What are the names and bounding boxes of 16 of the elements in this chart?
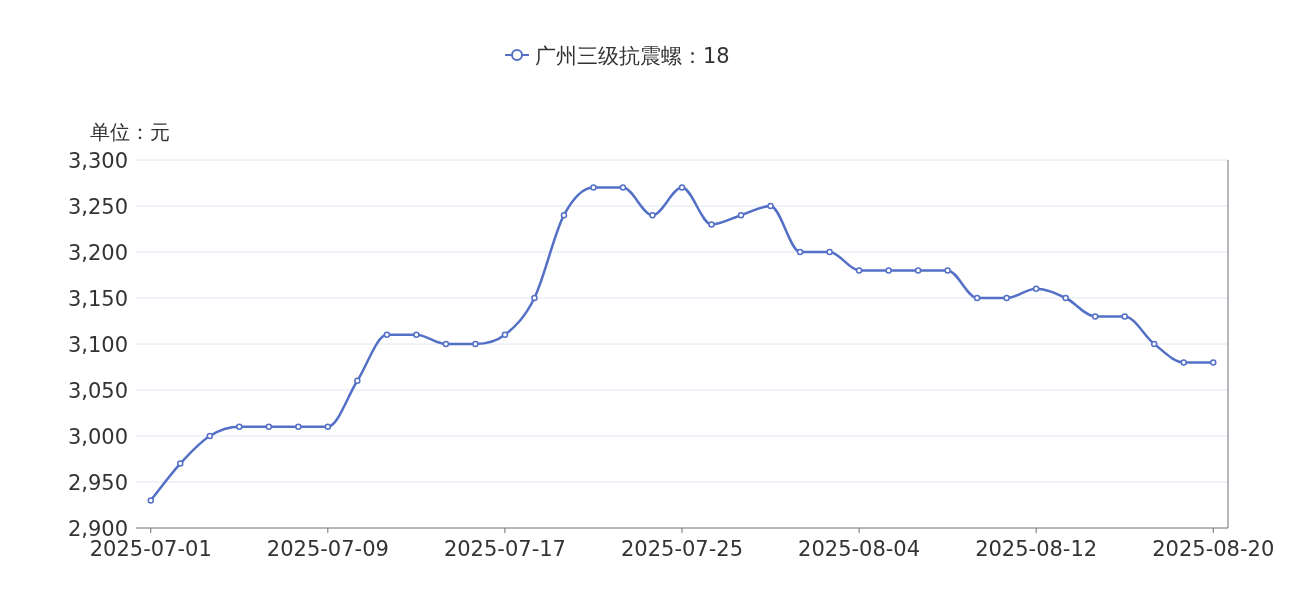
x-tick-label: 2025-07-09 <box>266 537 389 561</box>
y-tick-label: 2,950 <box>67 471 128 495</box>
y-tick-label: 3,000 <box>67 425 128 449</box>
y-tick-label: 3,300 <box>67 149 128 173</box>
y-tick-label: 3,100 <box>67 333 128 357</box>
x-tick-label: 2025-08-04 <box>798 537 921 561</box>
legend-label: 广州三级抗震螺：18 <box>535 44 730 68</box>
y-tick-label: 3,250 <box>67 195 128 219</box>
y-axis-title: 单位：元 <box>90 120 170 144</box>
y-tick-label: 3,050 <box>67 379 128 403</box>
x-tick-label: 2025-08-12 <box>975 537 1098 561</box>
y-tick-label: 3,150 <box>67 287 128 311</box>
x-tick-label: 2025-08-20 <box>1152 537 1275 561</box>
x-tick-label: 2025-07-17 <box>443 537 566 561</box>
y-tick-label: 3,200 <box>67 241 128 265</box>
x-tick-label: 2025-07-25 <box>620 537 744 561</box>
